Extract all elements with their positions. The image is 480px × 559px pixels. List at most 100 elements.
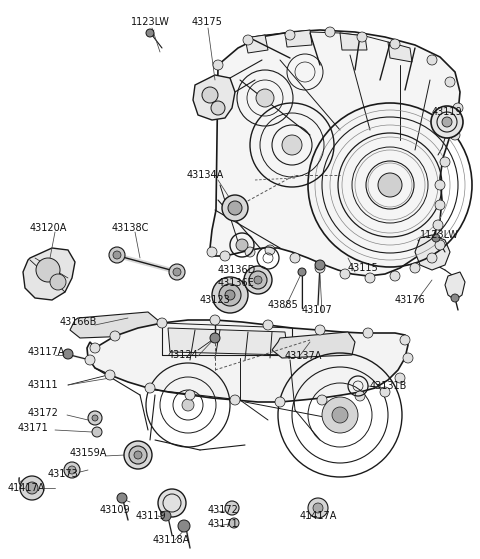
Circle shape — [282, 135, 302, 155]
Polygon shape — [245, 35, 268, 53]
Circle shape — [157, 318, 167, 328]
Circle shape — [236, 239, 248, 251]
Circle shape — [315, 263, 325, 273]
Text: 43123: 43123 — [200, 295, 231, 305]
Text: 41417A: 41417A — [300, 511, 337, 521]
Circle shape — [433, 220, 443, 230]
Text: 43137A: 43137A — [285, 351, 323, 361]
Circle shape — [129, 446, 147, 464]
Circle shape — [340, 269, 350, 279]
Circle shape — [322, 397, 358, 433]
Text: 43119: 43119 — [136, 511, 167, 521]
Circle shape — [403, 353, 413, 363]
Circle shape — [440, 157, 450, 167]
Circle shape — [210, 333, 220, 343]
Circle shape — [92, 415, 98, 421]
Text: 43173: 43173 — [48, 469, 79, 479]
Text: 43131B: 43131B — [370, 381, 408, 391]
Circle shape — [64, 462, 80, 478]
Text: 43115: 43115 — [348, 263, 379, 273]
Circle shape — [110, 331, 120, 341]
Circle shape — [207, 247, 217, 257]
Text: 43172: 43172 — [28, 408, 59, 418]
Circle shape — [213, 60, 223, 70]
Text: 41417A: 41417A — [8, 483, 46, 493]
Circle shape — [26, 482, 38, 494]
Text: 1123LW: 1123LW — [420, 230, 459, 240]
Circle shape — [202, 87, 218, 103]
Circle shape — [410, 263, 420, 273]
Circle shape — [435, 240, 445, 250]
Circle shape — [124, 441, 152, 469]
Text: 43138C: 43138C — [112, 223, 149, 233]
Text: 43171: 43171 — [208, 519, 239, 529]
Circle shape — [363, 328, 373, 338]
Text: 43107: 43107 — [302, 305, 333, 315]
Circle shape — [308, 498, 328, 518]
Circle shape — [146, 29, 154, 37]
Polygon shape — [415, 235, 450, 270]
Circle shape — [134, 451, 142, 459]
Text: 43171: 43171 — [18, 423, 49, 433]
Polygon shape — [87, 320, 408, 402]
Circle shape — [435, 200, 445, 210]
Circle shape — [400, 335, 410, 345]
Circle shape — [390, 39, 400, 49]
Circle shape — [219, 284, 241, 306]
Circle shape — [435, 180, 445, 190]
Circle shape — [50, 274, 66, 290]
Circle shape — [332, 407, 348, 423]
Circle shape — [161, 511, 171, 521]
Text: 43109: 43109 — [100, 505, 131, 515]
Circle shape — [117, 493, 127, 503]
Circle shape — [254, 276, 262, 284]
Text: 43111: 43111 — [28, 380, 59, 390]
Circle shape — [325, 27, 335, 37]
Circle shape — [453, 103, 463, 113]
Circle shape — [178, 520, 190, 532]
Circle shape — [265, 245, 275, 255]
Circle shape — [105, 370, 115, 380]
Circle shape — [145, 383, 155, 393]
Text: 43176: 43176 — [395, 295, 426, 305]
Text: 43172: 43172 — [208, 505, 239, 515]
Circle shape — [290, 253, 300, 263]
Circle shape — [365, 273, 375, 283]
Circle shape — [225, 501, 239, 515]
Circle shape — [245, 247, 255, 257]
Circle shape — [249, 271, 267, 289]
Circle shape — [173, 268, 181, 276]
Circle shape — [92, 427, 102, 437]
Circle shape — [256, 89, 274, 107]
Text: 43136D: 43136D — [218, 265, 256, 275]
Circle shape — [212, 277, 248, 313]
Circle shape — [225, 290, 235, 300]
Circle shape — [427, 55, 437, 65]
Circle shape — [315, 260, 325, 270]
Circle shape — [20, 476, 44, 500]
Text: 43118A: 43118A — [153, 535, 190, 545]
Circle shape — [230, 395, 240, 405]
Circle shape — [431, 106, 463, 138]
Circle shape — [158, 489, 186, 517]
Circle shape — [85, 355, 95, 365]
Circle shape — [229, 518, 239, 528]
Text: 43885: 43885 — [268, 300, 299, 310]
Circle shape — [450, 130, 460, 140]
Circle shape — [109, 247, 125, 263]
Circle shape — [445, 77, 455, 87]
Polygon shape — [272, 332, 355, 358]
Circle shape — [298, 268, 306, 276]
Polygon shape — [23, 248, 75, 300]
Circle shape — [36, 258, 60, 282]
Circle shape — [317, 395, 327, 405]
Polygon shape — [285, 30, 312, 47]
Text: 43120A: 43120A — [30, 223, 67, 233]
Circle shape — [451, 294, 459, 302]
Circle shape — [357, 32, 367, 42]
Circle shape — [220, 251, 230, 261]
Circle shape — [380, 387, 390, 397]
Circle shape — [395, 373, 405, 383]
Text: 43166B: 43166B — [60, 317, 97, 327]
Polygon shape — [388, 42, 412, 62]
